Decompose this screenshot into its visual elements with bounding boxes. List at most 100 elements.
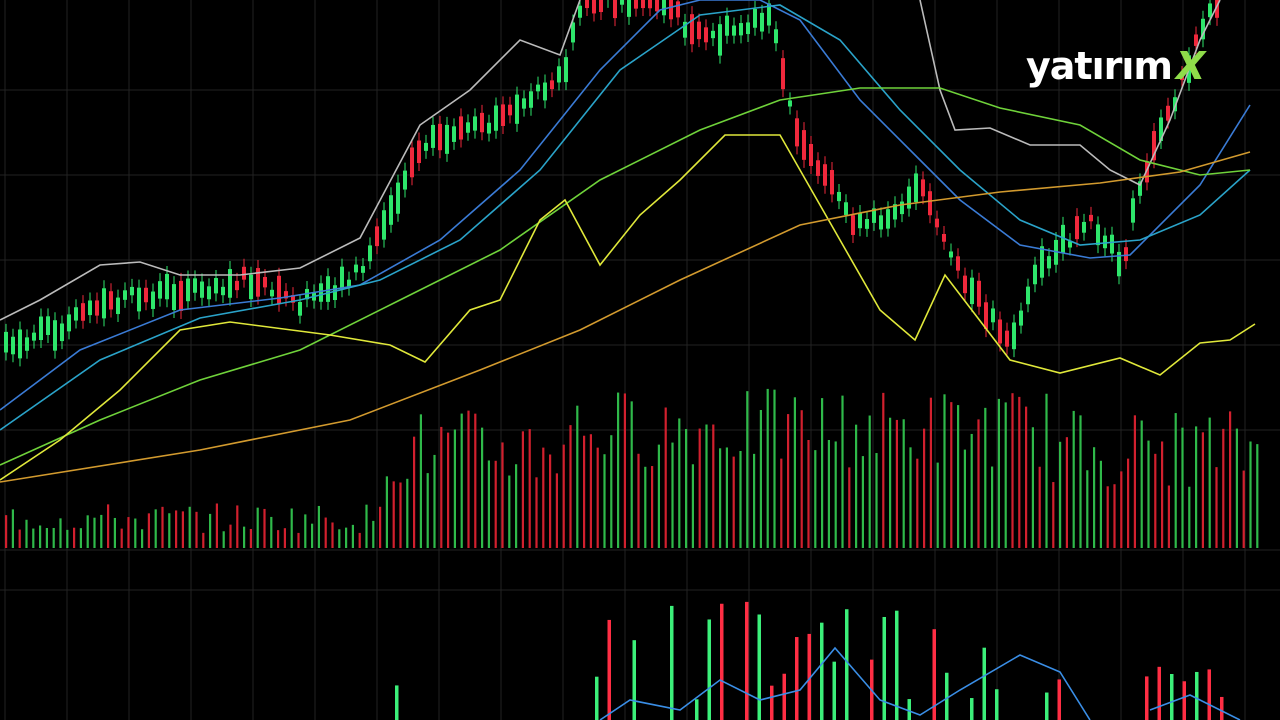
candle-body bbox=[809, 144, 813, 167]
volume-bar bbox=[1113, 484, 1116, 548]
indicator-bar bbox=[995, 689, 999, 720]
indicator-bar bbox=[807, 633, 811, 720]
volume-bar bbox=[25, 519, 28, 548]
ma-line bbox=[0, 4, 1251, 431]
volume-bar bbox=[725, 447, 728, 548]
candle-body bbox=[641, 0, 645, 9]
volume-bar bbox=[705, 424, 708, 548]
volume-bar bbox=[678, 418, 681, 548]
volume-bar bbox=[107, 504, 110, 548]
candle-body bbox=[662, 0, 666, 16]
volume-bar bbox=[345, 527, 348, 548]
volume-bar bbox=[229, 524, 232, 548]
candle-body bbox=[186, 278, 190, 302]
volume-bar bbox=[358, 532, 361, 548]
volume-bar bbox=[181, 511, 184, 548]
volume-bar bbox=[1167, 485, 1170, 548]
volume-bar bbox=[372, 520, 375, 548]
candle-body bbox=[25, 337, 29, 351]
volume-bar bbox=[399, 482, 402, 548]
volume-bar bbox=[732, 456, 735, 548]
volume-bar bbox=[45, 528, 48, 548]
indicator-bar bbox=[982, 647, 986, 720]
indicator-bar bbox=[1145, 676, 1149, 720]
volume-bar bbox=[780, 458, 783, 548]
volume-bar bbox=[1004, 402, 1007, 548]
ma-line bbox=[0, 151, 1251, 483]
volume-bar bbox=[889, 417, 892, 548]
volume-bar bbox=[596, 447, 599, 548]
volume-bar bbox=[494, 460, 497, 548]
volume-bar bbox=[1086, 470, 1089, 548]
volume-bar bbox=[113, 517, 116, 548]
volume-bar bbox=[834, 441, 837, 548]
volume-bar bbox=[79, 528, 82, 548]
ma-line bbox=[0, 87, 1251, 466]
candle-body bbox=[592, 0, 596, 14]
volume-bar bbox=[324, 517, 327, 548]
volume-bar bbox=[32, 528, 35, 548]
volume-bar bbox=[957, 405, 960, 548]
indicator-bar bbox=[745, 601, 749, 720]
volume-bar bbox=[997, 398, 1000, 548]
candle-body bbox=[1145, 161, 1149, 183]
candle-body bbox=[746, 22, 750, 35]
candle-body bbox=[1138, 181, 1142, 196]
candle-body bbox=[74, 307, 78, 321]
candle-body bbox=[326, 276, 330, 302]
candle-body bbox=[1110, 234, 1114, 254]
volume-bar bbox=[1174, 413, 1177, 548]
candle-body bbox=[431, 124, 435, 148]
candle-body bbox=[473, 116, 477, 131]
candle-body bbox=[1075, 216, 1079, 240]
volume-bar bbox=[1072, 410, 1075, 548]
volume-bar bbox=[1256, 444, 1259, 548]
volume-bar bbox=[814, 450, 817, 548]
candle-body bbox=[634, 0, 638, 9]
volume-bar bbox=[773, 389, 776, 548]
volume-bar bbox=[739, 450, 742, 548]
candle-body bbox=[235, 280, 239, 291]
indicator-line bbox=[1149, 694, 1241, 720]
candle-body bbox=[382, 210, 386, 240]
indicator-bar bbox=[832, 661, 836, 720]
volume-bar bbox=[950, 402, 953, 548]
candle-body bbox=[1131, 198, 1135, 223]
indicator-bar bbox=[932, 629, 936, 720]
candle-body bbox=[116, 297, 120, 315]
candle-body bbox=[907, 186, 911, 209]
candle-body bbox=[970, 277, 974, 305]
candle-body bbox=[886, 209, 890, 229]
volume-bar bbox=[861, 456, 864, 548]
candle-body bbox=[214, 278, 218, 294]
candle-body bbox=[18, 329, 22, 359]
candle-body bbox=[242, 266, 246, 280]
volume-bar bbox=[1045, 393, 1048, 548]
candle-body bbox=[123, 290, 127, 300]
candle-body bbox=[704, 27, 708, 43]
candle-body bbox=[998, 319, 1002, 344]
volume-bar bbox=[1147, 440, 1150, 548]
volume-bar bbox=[501, 442, 504, 548]
ma-line bbox=[0, 0, 581, 321]
candle-body bbox=[4, 331, 8, 353]
volume-bar bbox=[1025, 406, 1028, 548]
candle-body bbox=[375, 226, 379, 247]
candle-body bbox=[515, 94, 519, 124]
volume-bar bbox=[521, 431, 524, 548]
candle-body bbox=[991, 308, 995, 323]
candle-body bbox=[130, 286, 134, 296]
candle-body bbox=[410, 147, 414, 178]
candle-body bbox=[403, 170, 407, 190]
volume-bar bbox=[1065, 437, 1068, 548]
volume-bar bbox=[671, 442, 674, 548]
indicator-bar bbox=[1170, 674, 1174, 720]
volume-bar bbox=[73, 527, 76, 548]
volume-bar bbox=[943, 394, 946, 548]
volume-bar bbox=[1099, 460, 1102, 548]
volume-bar bbox=[855, 424, 858, 548]
candle-body bbox=[53, 320, 57, 351]
candle-body bbox=[879, 215, 883, 230]
candle-body bbox=[298, 301, 302, 316]
